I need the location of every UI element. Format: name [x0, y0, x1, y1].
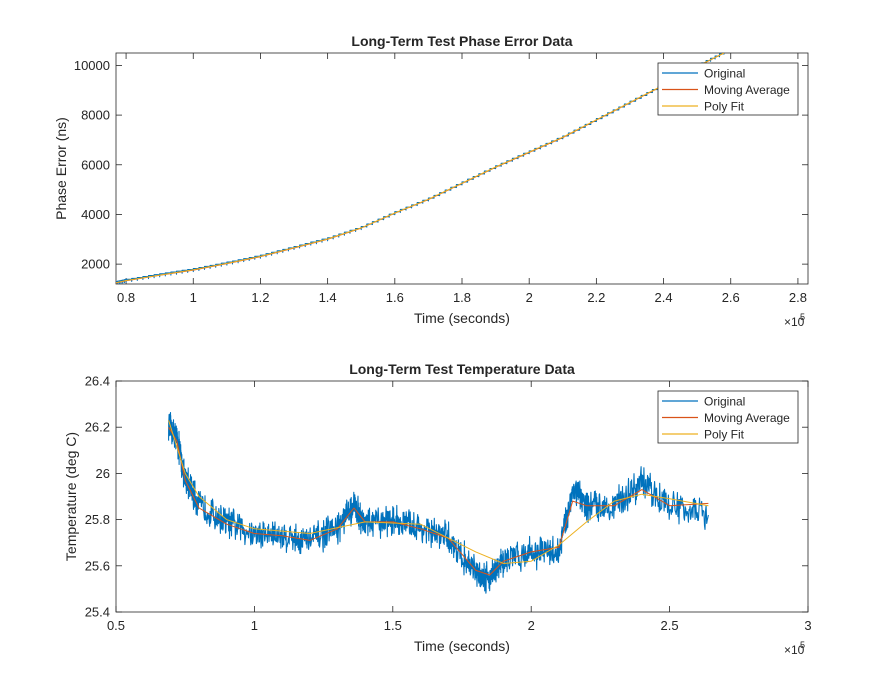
phase-y-tick-label: 4000 — [81, 207, 110, 222]
phase-legend-label: Moving Average — [704, 83, 790, 97]
temp-series-original — [168, 412, 709, 594]
phase-x-tick-label: 2 — [526, 290, 533, 305]
temp-y-tick-label: 26 — [96, 466, 110, 481]
phase-x-exponent: 5 — [800, 312, 805, 322]
phase-y-tick-label: 8000 — [81, 108, 110, 123]
temp-y-tick-label: 26.2 — [85, 420, 110, 435]
phase-x-tick-label: 0.8 — [117, 290, 135, 305]
temp-series-moving-average — [168, 426, 709, 576]
phase-legend-label: Original — [704, 67, 745, 81]
temp-title: Long-Term Test Temperature Data — [349, 361, 575, 377]
phase-x-tick-label: 1.2 — [251, 290, 269, 305]
temp-ylabel: Temperature (deg C) — [63, 432, 79, 561]
temp-legend-label: Moving Average — [704, 411, 790, 425]
temp-x-exponent: 5 — [800, 640, 805, 650]
phase-ylabel: Phase Error (ns) — [53, 117, 69, 220]
temp-x-tick-label: 1 — [251, 618, 258, 633]
phase-x-tick-label: 2.2 — [587, 290, 605, 305]
temperature-chart: 0.5 1 1.5 2 2.5 3 25.4 25.6 25.8 26 26.2 26.4 ×105 Lo… — [63, 361, 812, 657]
phase-x-tick-label: 2.4 — [655, 290, 673, 305]
temp-x-exponent-base: ×10 — [784, 643, 805, 657]
phase-title: Long-Term Test Phase Error Data — [351, 33, 572, 49]
phase-y-tick-label: 6000 — [81, 157, 110, 172]
phase-error-chart: 0.8 1 1.2 1.4 1.6 1.8 2 2.2 2.4 2.6 2.8 2000 4000 600… — [53, 33, 809, 329]
phase-x-tick-label: 1.4 — [319, 290, 337, 305]
phase-y-tick-label: 10000 — [74, 58, 110, 73]
temp-x-tick-label: 0.5 — [107, 618, 125, 633]
temp-y-tick-label: 25.4 — [85, 605, 110, 620]
temp-y-tick-label: 25.6 — [85, 558, 110, 573]
temp-x-tick-label: 3 — [804, 618, 811, 633]
phase-x-tick-label: 1.8 — [453, 290, 471, 305]
phase-x-exponent-base: ×10 — [784, 315, 805, 329]
temp-x-tick-label: 2.5 — [661, 618, 679, 633]
phase-series-poly-fit — [116, 53, 725, 284]
phase-x-tick-label: 1.6 — [386, 290, 404, 305]
phase-y-tick-label: 2000 — [81, 257, 110, 272]
temp-xlabel: Time (seconds) — [414, 638, 510, 654]
phase-legend-label: Poly Fit — [704, 100, 745, 114]
phase-x-tick-label: 2.6 — [722, 290, 740, 305]
phase-x-tick-label: 2.8 — [789, 290, 807, 305]
phase-x-tick-label: 1 — [190, 290, 197, 305]
temp-series-group — [168, 412, 709, 594]
temp-legend-label: Poly Fit — [704, 428, 745, 442]
temp-x-tick-label: 1.5 — [384, 618, 402, 633]
temp-series-poly-fit — [168, 420, 709, 564]
temp-legend-label: Original — [704, 395, 745, 409]
temp-x-tick-label: 2 — [528, 618, 535, 633]
phase-series-group — [116, 53, 725, 284]
temp-y-tick-label: 25.8 — [85, 512, 110, 527]
phase-xlabel: Time (seconds) — [414, 310, 510, 326]
temp-y-tick-label: 26.4 — [85, 374, 110, 389]
